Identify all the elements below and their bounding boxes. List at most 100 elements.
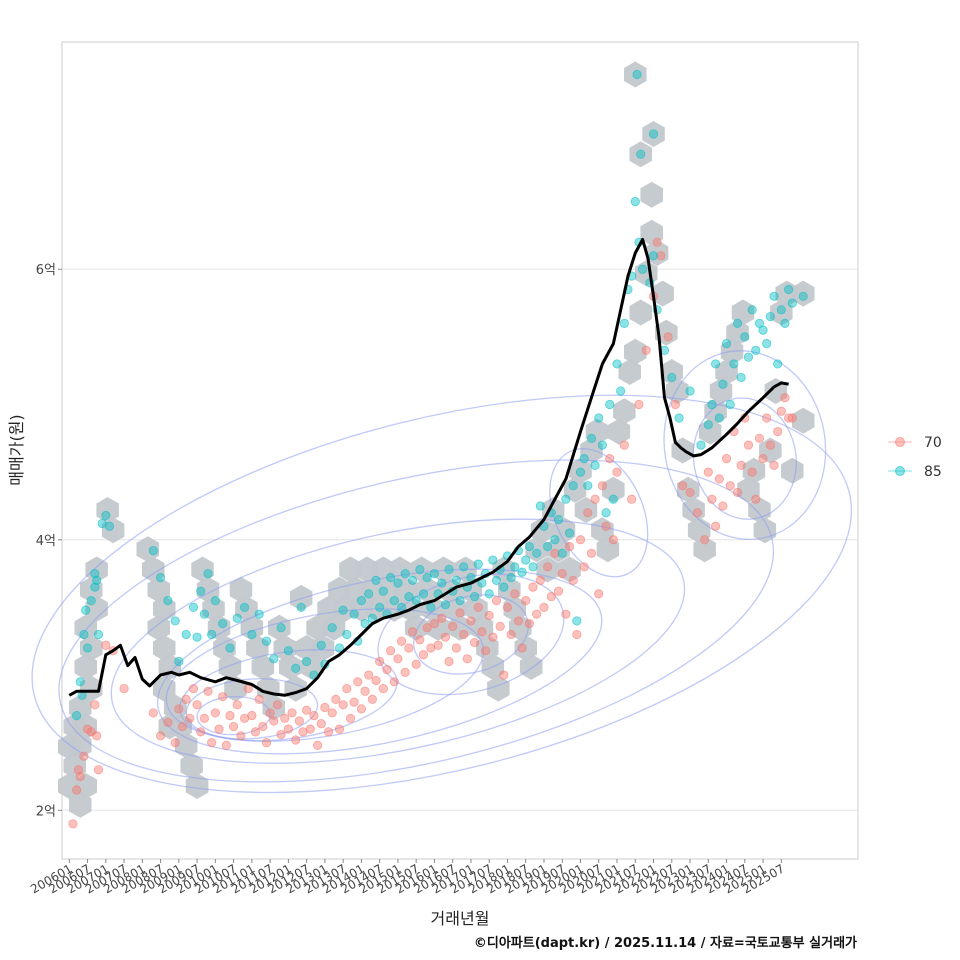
point-series-85: [586, 433, 597, 443]
point-series-70: [448, 621, 458, 631]
hexbin-cell: [74, 614, 97, 641]
hexbin-cell: [677, 476, 700, 503]
point-series-70: [765, 440, 775, 450]
point-series-70: [685, 487, 695, 498]
point-series-85: [455, 596, 465, 606]
point-series-70: [707, 494, 717, 504]
point-series-85: [451, 575, 461, 585]
hexbin-cell: [753, 517, 777, 544]
point-series-70: [323, 727, 334, 737]
point-series-70: [433, 640, 443, 650]
point-series-70: [185, 713, 195, 723]
point-series-85: [429, 568, 440, 579]
point-series-85: [583, 481, 593, 491]
point-series-70: [532, 609, 542, 619]
point-series-70: [517, 643, 527, 653]
hexbin-cell: [536, 556, 559, 583]
point-series-70: [393, 654, 403, 664]
point-series-70: [199, 713, 210, 723]
point-series-85: [148, 545, 158, 556]
hexbin-cell: [311, 635, 335, 661]
point-series-70: [93, 765, 104, 775]
point-series-85: [594, 413, 604, 423]
point-series-70: [678, 481, 688, 491]
point-series-85: [590, 460, 600, 470]
point-series-70: [148, 708, 158, 718]
point-series-70: [568, 575, 578, 585]
point-series-70: [477, 627, 487, 637]
hexbin-cell: [74, 713, 97, 740]
point-series-85: [378, 586, 388, 596]
point-series-70: [590, 494, 600, 504]
point-series-70: [586, 548, 597, 558]
point-series-85: [444, 564, 454, 575]
point-series-85: [334, 643, 345, 653]
hexbin-cell: [240, 614, 264, 641]
hexbin-cell: [174, 732, 198, 759]
hexbin-cell: [136, 536, 160, 563]
density-contour: [663, 350, 827, 541]
point-series-70: [710, 521, 721, 531]
point-series-70: [155, 731, 166, 741]
point-series-85: [765, 311, 775, 322]
point-series-85: [769, 291, 779, 301]
point-series-85: [90, 568, 100, 579]
hexbin-cell: [640, 219, 663, 246]
point-series-70: [429, 619, 440, 629]
point-series-85: [79, 629, 89, 640]
hexbin-cell: [629, 299, 652, 326]
point-series-70: [302, 705, 312, 715]
point-series-85: [459, 562, 469, 572]
point-series-85: [269, 654, 279, 664]
hexbin-cell: [574, 497, 598, 523]
point-series-70: [736, 460, 746, 470]
point-series-70: [488, 632, 498, 642]
point-series-85: [181, 629, 191, 640]
point-series-70: [459, 629, 469, 640]
point-series-70: [751, 494, 761, 504]
point-series-70: [499, 670, 509, 680]
hexbin-cell: [618, 359, 641, 385]
point-series-85: [349, 609, 359, 619]
point-series-70: [597, 481, 608, 491]
point-series-85: [155, 573, 166, 583]
point-series-70: [444, 656, 454, 667]
point-series-70: [386, 646, 396, 656]
point-series-70: [396, 636, 407, 646]
legend-key-point: [895, 437, 905, 447]
point-series-85: [632, 69, 642, 80]
point-series-70: [79, 751, 89, 761]
grid-lines: [62, 268, 858, 811]
point-series-85: [601, 508, 611, 518]
point-series-70: [312, 740, 323, 750]
point-series-70: [484, 610, 494, 621]
hexbin-cell: [748, 497, 771, 523]
point-series-85: [418, 589, 429, 599]
point-series-70: [506, 629, 516, 640]
point-series-70: [177, 721, 188, 732]
point-series-70: [360, 686, 370, 696]
point-series-70: [225, 711, 235, 721]
hexbin-cell: [519, 653, 543, 680]
point-series-70: [218, 692, 228, 702]
point-series-70: [572, 629, 582, 640]
point-series-70: [407, 627, 418, 637]
point-series-85: [616, 386, 626, 396]
point-series-70: [550, 548, 560, 558]
caption: ©디아파트(dapt.kr) / 2025.11.14 / 자료=국토교통부 실…: [474, 935, 857, 951]
point-series-85: [710, 359, 721, 369]
point-series-85: [393, 578, 403, 588]
point-series-85: [506, 573, 516, 583]
point-series-85: [389, 596, 399, 606]
hexbin-cell: [142, 556, 165, 583]
point-series-85: [196, 586, 206, 596]
point-series-70: [656, 251, 666, 261]
point-series-85: [636, 149, 646, 159]
point-series-70: [331, 694, 341, 704]
density-contour: [110, 518, 686, 764]
hexbin-cell: [80, 675, 103, 702]
point-series-85: [561, 494, 571, 504]
point-series-85: [758, 325, 768, 335]
point-series-70: [229, 721, 239, 732]
hexbin-cell: [207, 614, 231, 641]
